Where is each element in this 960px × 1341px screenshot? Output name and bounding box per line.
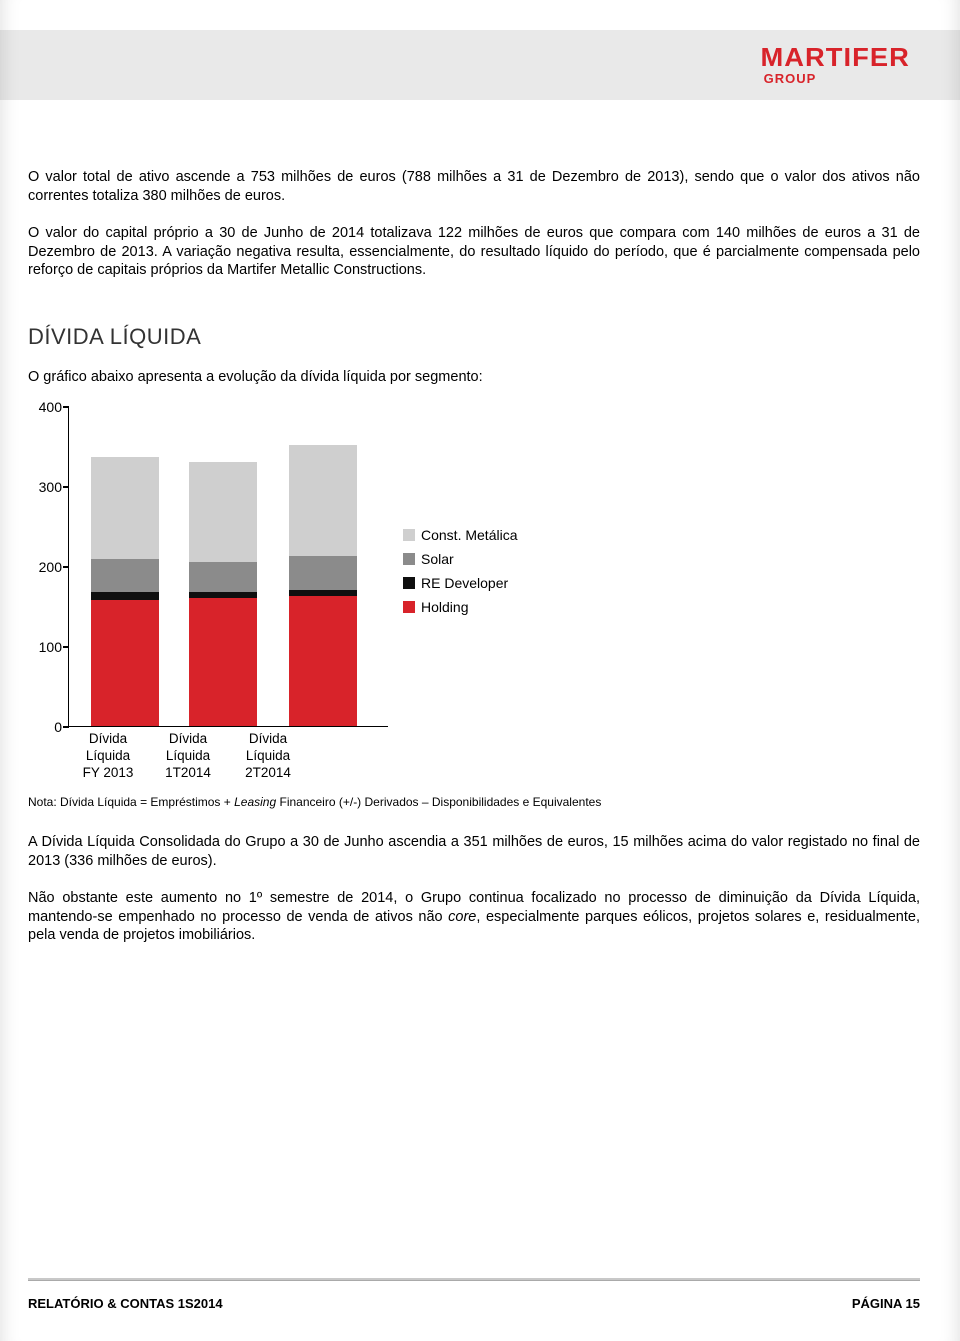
note-prefix: Nota: Dívida Líquida = Empréstimos + (28, 795, 234, 809)
bar-segment-solar (189, 562, 257, 592)
legend-item-re_dev: RE Developer (403, 575, 517, 591)
bar-segment-solar (289, 556, 357, 590)
bar-segment-holding (91, 600, 159, 726)
legend-label: Holding (421, 599, 468, 615)
y-tick-label: 0 (54, 719, 62, 735)
chart-legend: Const. Metálica Solar RE Developer Holding (403, 527, 517, 623)
bar-segment-re_dev (289, 590, 357, 596)
bar-segment-re_dev (91, 592, 159, 600)
y-tick-label: 300 (39, 479, 62, 495)
p4-italic: core (448, 909, 476, 925)
y-tick-mark (63, 486, 69, 488)
bar-segment-re_dev (189, 592, 257, 598)
chart-x-labels: Dívida LíquidaFY 2013Dívida Líquida1T201… (68, 731, 388, 782)
chart-y-axis: 0100200300400 (28, 407, 68, 727)
x-axis-label: Dívida LíquidaFY 2013 (68, 731, 148, 782)
legend-swatch (403, 529, 415, 541)
note-suffix: Financeiro (+/-) Derivados – Disponibili… (276, 795, 601, 809)
bar-segment-const_met (289, 445, 357, 556)
bar-segment-const_met (189, 462, 257, 562)
legend-item-solar: Solar (403, 551, 517, 567)
legend-item-holding: Holding (403, 599, 517, 615)
y-tick-mark (63, 646, 69, 648)
legend-label: Const. Metálica (421, 527, 517, 543)
net-debt-chart: 0100200300400 Dívida LíquidaFY 2013Dívid… (28, 407, 558, 777)
paragraph-1: O valor total de ativo ascende a 753 mil… (28, 168, 920, 206)
page-footer: RELATÓRIO & CONTAS 1S2014 PÁGINA 15 (28, 1296, 920, 1311)
legend-label: Solar (421, 551, 454, 567)
bar-segment-solar (91, 559, 159, 593)
page-content: O valor total de ativo ascende a 753 mil… (28, 168, 920, 963)
logo-sub-text: GROUP (764, 72, 906, 85)
chart-plot-area (68, 407, 388, 727)
brand-logo: MARTIFER GROUP (764, 44, 906, 85)
chart-intro: O gráfico abaixo apresenta a evolução da… (28, 368, 920, 387)
x-axis-label: Dívida Líquida1T2014 (148, 731, 228, 782)
bar-segment-holding (289, 596, 357, 726)
y-tick-label: 100 (39, 639, 62, 655)
y-tick-label: 400 (39, 399, 62, 415)
x-axis-label: Dívida Líquida2T2014 (228, 731, 308, 782)
y-tick-mark (63, 406, 69, 408)
bar-segment-const_met (91, 457, 159, 559)
x-axis-label (308, 731, 388, 782)
paragraph-3: A Dívida Líquida Consolidada do Grupo a … (28, 833, 920, 871)
chart-note: Nota: Dívida Líquida = Empréstimos + Lea… (28, 795, 920, 809)
logo-main-text: MARTIFER (760, 44, 909, 70)
footer-rule (28, 1278, 920, 1281)
footer-left: RELATÓRIO & CONTAS 1S2014 (28, 1296, 223, 1311)
legend-label: RE Developer (421, 575, 508, 591)
y-tick-mark (63, 726, 69, 728)
paragraph-4: Não obstante este aumento no 1º semestre… (28, 889, 920, 946)
paragraph-2: O valor do capital próprio a 30 de Junho… (28, 224, 920, 281)
footer-right: PÁGINA 15 (852, 1296, 920, 1311)
y-tick-label: 200 (39, 559, 62, 575)
legend-item-const_met: Const. Metálica (403, 527, 517, 543)
note-italic: Leasing (234, 795, 276, 809)
section-title: DÍVIDA LÍQUIDA (28, 324, 920, 350)
legend-swatch (403, 553, 415, 565)
legend-swatch (403, 601, 415, 613)
bar-segment-holding (189, 598, 257, 726)
y-tick-mark (63, 566, 69, 568)
legend-swatch (403, 577, 415, 589)
